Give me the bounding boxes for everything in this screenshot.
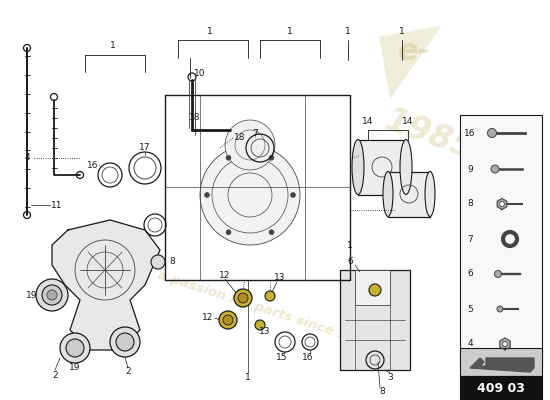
Text: 14: 14	[402, 118, 414, 126]
Text: 1: 1	[287, 28, 293, 36]
Circle shape	[219, 311, 237, 329]
Circle shape	[499, 202, 504, 206]
Circle shape	[269, 230, 274, 235]
Circle shape	[491, 165, 499, 173]
Text: 1: 1	[245, 374, 251, 382]
Circle shape	[487, 128, 497, 138]
Text: 2: 2	[52, 370, 58, 380]
Text: 9: 9	[467, 164, 473, 174]
Text: 13: 13	[274, 274, 286, 282]
Text: 12: 12	[219, 270, 230, 280]
Text: 1: 1	[207, 28, 213, 36]
Circle shape	[255, 320, 265, 330]
Ellipse shape	[352, 140, 364, 194]
Circle shape	[205, 192, 210, 198]
Ellipse shape	[383, 172, 393, 216]
Text: 16: 16	[464, 128, 476, 138]
Circle shape	[494, 270, 502, 278]
Circle shape	[497, 306, 503, 312]
Circle shape	[234, 289, 252, 307]
Polygon shape	[497, 198, 507, 210]
Circle shape	[226, 230, 231, 235]
Ellipse shape	[425, 172, 435, 216]
Text: 17: 17	[139, 144, 151, 152]
Circle shape	[238, 293, 248, 303]
Text: 13: 13	[259, 328, 271, 336]
Circle shape	[223, 315, 233, 325]
Text: 8: 8	[467, 200, 473, 208]
Circle shape	[36, 279, 68, 311]
Text: 15: 15	[276, 354, 288, 362]
Bar	[358, 140, 406, 195]
Text: 8: 8	[379, 388, 385, 396]
Text: 7: 7	[252, 128, 258, 138]
Text: 1: 1	[399, 28, 405, 36]
Text: 1: 1	[345, 28, 351, 36]
Circle shape	[110, 327, 140, 357]
Polygon shape	[500, 338, 510, 350]
Text: 19: 19	[69, 364, 81, 372]
Text: 10: 10	[194, 68, 206, 78]
Bar	[460, 115, 542, 365]
Polygon shape	[470, 358, 534, 372]
Circle shape	[116, 333, 134, 351]
Text: a passion for parts since 1985: a passion for parts since 1985	[156, 269, 375, 351]
Text: e-: e-	[398, 38, 432, 66]
Circle shape	[265, 291, 275, 301]
Bar	[388, 172, 430, 217]
Text: 4: 4	[24, 154, 30, 162]
Text: 1985: 1985	[381, 104, 480, 166]
Text: 3: 3	[387, 374, 393, 382]
Circle shape	[369, 284, 381, 296]
Circle shape	[200, 145, 300, 245]
Circle shape	[225, 120, 275, 170]
Text: ◤: ◤	[376, 14, 454, 106]
Text: 18: 18	[189, 114, 201, 122]
Bar	[460, 348, 542, 376]
Circle shape	[269, 155, 274, 160]
Text: 1: 1	[347, 240, 353, 250]
Circle shape	[226, 155, 231, 160]
Circle shape	[60, 333, 90, 363]
Text: 16: 16	[302, 354, 313, 362]
Bar	[460, 376, 542, 400]
Text: 6: 6	[347, 258, 353, 266]
Text: 409 03: 409 03	[477, 382, 525, 394]
Polygon shape	[52, 220, 160, 350]
Text: 7: 7	[467, 234, 473, 244]
Text: 1: 1	[110, 42, 116, 50]
Text: 2: 2	[125, 368, 131, 376]
Circle shape	[42, 285, 62, 305]
Text: 14: 14	[362, 118, 373, 126]
Bar	[340, 270, 410, 370]
Circle shape	[47, 290, 57, 300]
Text: 12: 12	[202, 314, 214, 322]
Text: 5: 5	[467, 304, 473, 314]
Circle shape	[503, 342, 508, 346]
Text: 11: 11	[51, 200, 63, 210]
Text: 8: 8	[169, 258, 175, 266]
Text: 6: 6	[467, 270, 473, 278]
Text: 16: 16	[87, 160, 99, 170]
Circle shape	[151, 255, 165, 269]
Text: 4: 4	[467, 340, 473, 348]
Text: 18: 18	[234, 134, 246, 142]
Bar	[355, 270, 390, 305]
Circle shape	[290, 192, 295, 198]
Ellipse shape	[400, 140, 412, 194]
Circle shape	[66, 339, 84, 357]
Text: 19: 19	[26, 290, 38, 300]
